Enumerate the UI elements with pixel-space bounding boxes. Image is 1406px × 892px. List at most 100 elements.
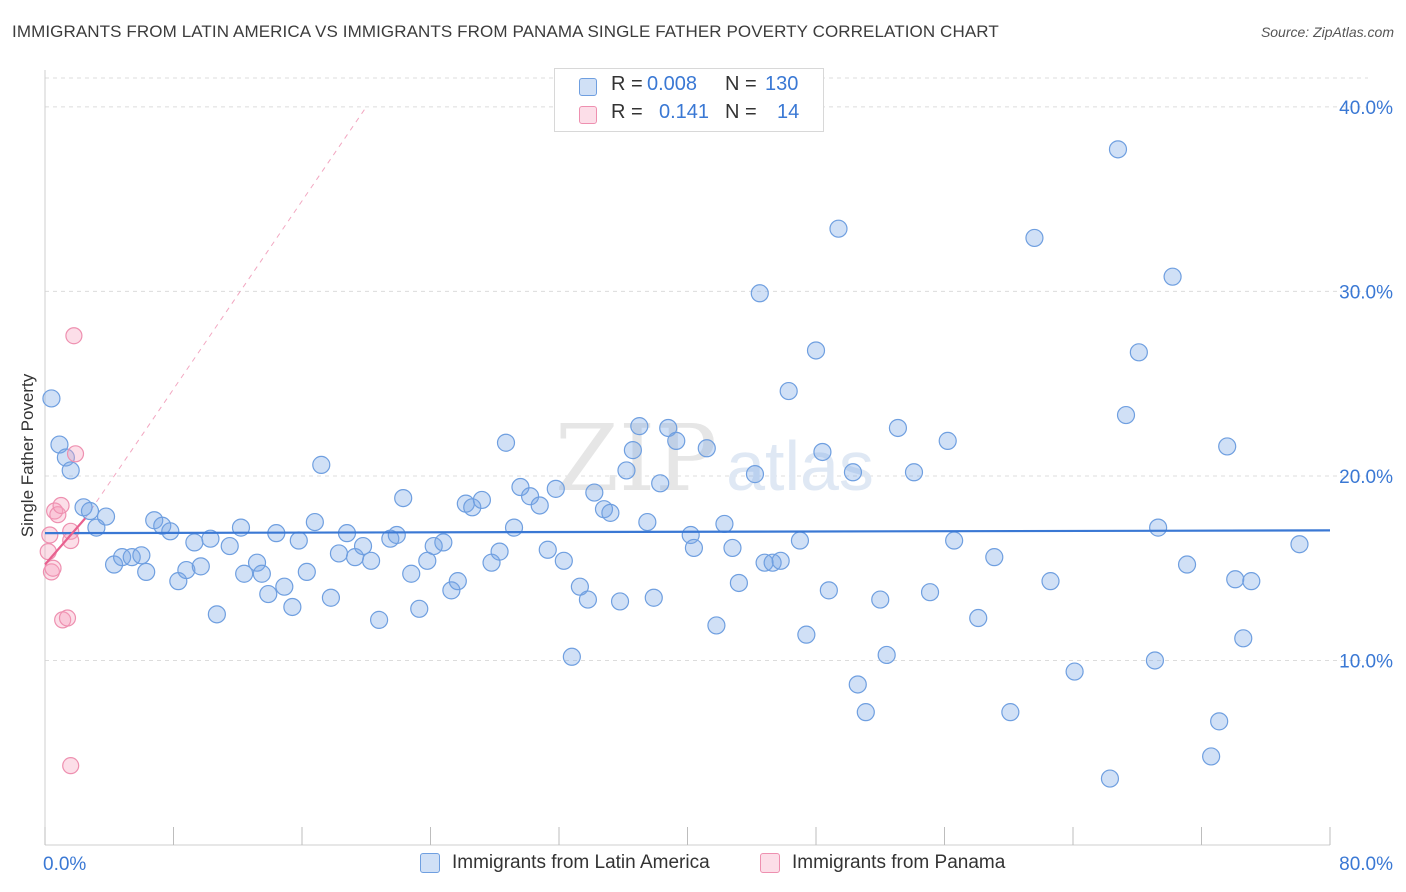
- x-tick-label: 80.0%: [1339, 854, 1393, 875]
- point-latin-america: [353, 536, 373, 556]
- point-latin-america: [207, 605, 226, 624]
- point-latin-america: [191, 557, 210, 576]
- point-latin-america: [177, 560, 196, 580]
- point-latin-america: [920, 583, 940, 602]
- point-panama: [44, 559, 62, 577]
- point-latin-america: [275, 577, 294, 596]
- point-latin-america: [201, 529, 220, 548]
- y-axis-title: Single Father Poverty: [18, 373, 37, 537]
- point-latin-america: [1242, 572, 1261, 591]
- point-latin-america: [112, 548, 132, 567]
- point-latin-america: [813, 442, 832, 462]
- point-latin-america: [402, 564, 421, 583]
- point-latin-america: [490, 542, 509, 561]
- point-latin-america: [659, 418, 678, 438]
- point-latin-america: [562, 647, 581, 666]
- point-panama: [41, 526, 59, 544]
- legend-row-latin-america: R = 0.008 N = 130: [555, 73, 823, 101]
- point-latin-america: [707, 616, 726, 635]
- point-latin-america: [790, 531, 810, 550]
- point-latin-america: [1041, 572, 1060, 591]
- point-latin-america: [370, 610, 389, 629]
- point-latin-america: [667, 431, 686, 450]
- x-tick-label: 0.0%: [43, 854, 86, 875]
- tick-labels: 10.0% 20.0% 30.0% 40.0% 0.0% 80.0% Single Fath…: [18, 98, 1393, 875]
- point-latin-america: [1025, 228, 1044, 248]
- point-latin-america: [361, 551, 381, 570]
- point-latin-america: [651, 474, 670, 493]
- point-latin-america: [530, 496, 549, 515]
- series-legend: Immigrants from Latin America Immigrants…: [0, 852, 1406, 880]
- point-latin-america: [829, 219, 848, 238]
- point-latin-america: [472, 490, 491, 510]
- legend-n-value: 130: [765, 73, 799, 95]
- point-latin-america: [434, 533, 453, 552]
- point-latin-america: [387, 525, 406, 545]
- legend-row-panama: R = 0.141 N = 14: [555, 101, 823, 129]
- point-latin-america: [848, 675, 867, 694]
- point-latin-america: [750, 284, 769, 303]
- point-latin-america: [329, 544, 349, 563]
- legend-swatch-panama: [579, 106, 597, 124]
- point-panama: [66, 445, 85, 463]
- data-points: [39, 140, 1331, 788]
- point-latin-america: [538, 540, 557, 559]
- point-latin-america: [779, 381, 798, 401]
- point-latin-america: [617, 461, 636, 480]
- point-latin-america: [132, 546, 151, 565]
- point-latin-america: [806, 341, 826, 360]
- point-latin-america: [442, 581, 461, 600]
- point-latin-america: [1218, 437, 1237, 456]
- point-latin-america: [247, 553, 267, 572]
- legend-r-label: R =: [611, 101, 643, 123]
- point-latin-america: [185, 533, 204, 552]
- y-tick-label: 10.0%: [1339, 651, 1393, 672]
- y-tick-label: 40.0%: [1339, 98, 1393, 119]
- point-latin-america: [601, 503, 620, 522]
- source-label: Source: ZipAtlas.com: [1260, 24, 1394, 40]
- legend-r-value: 0.008: [647, 73, 698, 95]
- point-latin-america: [1226, 570, 1245, 589]
- point-latin-america: [554, 551, 573, 570]
- point-latin-america: [771, 551, 790, 570]
- point-latin-america: [80, 501, 100, 521]
- watermark-atlas: atlas: [726, 427, 874, 505]
- legend-swatch-latin-america: [420, 853, 440, 873]
- legend-swatch-latin-america: [579, 78, 597, 96]
- point-latin-america: [745, 465, 765, 484]
- point-latin-america: [96, 507, 116, 526]
- point-latin-america: [1149, 518, 1168, 537]
- legend-n-label: N =: [725, 73, 757, 95]
- point-latin-america: [61, 461, 80, 480]
- point-latin-america: [697, 439, 716, 458]
- point-latin-america: [1234, 629, 1253, 648]
- point-latin-america: [1210, 712, 1229, 731]
- point-latin-america: [969, 608, 988, 628]
- point-latin-america: [504, 518, 524, 537]
- point-latin-america: [1065, 662, 1084, 681]
- point-latin-america: [410, 599, 429, 618]
- point-latin-america: [259, 584, 278, 604]
- trend-line-latin-america: [44, 529, 1331, 535]
- point-latin-america: [1116, 405, 1136, 425]
- point-latin-america: [630, 417, 649, 436]
- point-latin-america: [1108, 140, 1128, 159]
- legend-label-panama: Immigrants from Panama: [792, 852, 1006, 873]
- point-latin-america: [871, 590, 890, 609]
- watermark: ZIP atlas: [555, 405, 874, 512]
- y-tick-label: 20.0%: [1339, 467, 1393, 488]
- stats-legend: R = 0.008 N = 130 R = 0.141 N = 14: [554, 68, 824, 132]
- point-latin-america: [1129, 343, 1148, 362]
- point-latin-america: [321, 588, 341, 607]
- point-latin-america: [235, 564, 254, 583]
- point-latin-america: [1001, 703, 1020, 722]
- point-latin-america: [283, 597, 302, 617]
- point-latin-america: [888, 418, 908, 438]
- point-latin-america: [877, 645, 896, 665]
- point-latin-america: [945, 531, 964, 550]
- trend-line-panama: [44, 517, 86, 566]
- point-panama: [62, 757, 80, 775]
- legend-r-label: R =: [611, 73, 643, 95]
- point-panama: [65, 327, 83, 345]
- point-latin-america: [819, 581, 838, 600]
